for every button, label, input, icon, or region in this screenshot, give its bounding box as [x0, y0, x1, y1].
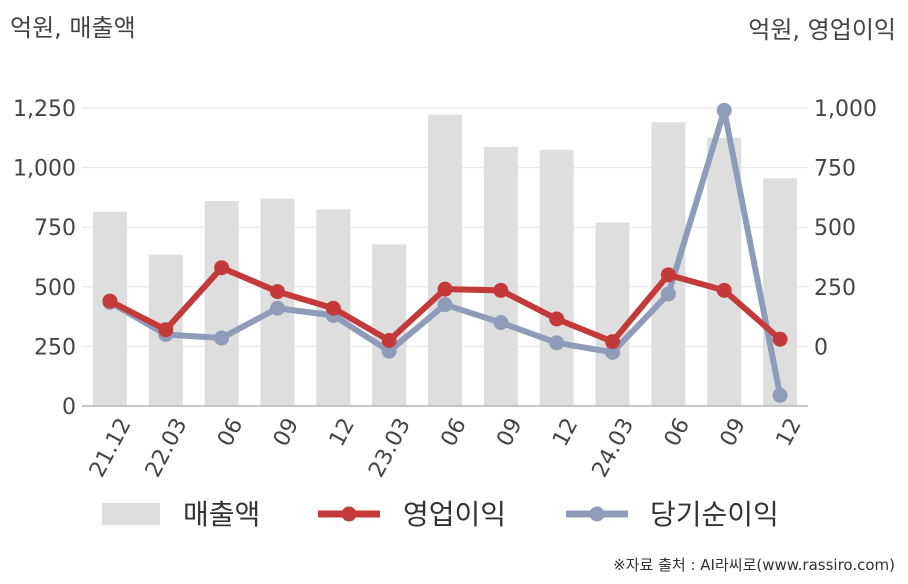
point-operating: [102, 293, 118, 309]
x-tick-label: 09: [269, 414, 304, 450]
legend-marker-operating: [341, 506, 357, 522]
x-tick-label: 06: [660, 414, 695, 450]
bar-sales: [483, 146, 518, 407]
bar-sales: [428, 114, 462, 406]
left-axis-unit: 억원, 매출액: [10, 14, 136, 42]
bar-sales: [372, 244, 407, 406]
point-net: [772, 387, 788, 403]
x-tick-label: 21.12: [85, 414, 137, 481]
point-operating: [214, 260, 230, 276]
point-net: [549, 335, 565, 351]
point-operating: [325, 300, 341, 316]
legend-label-sales: 매출액: [183, 498, 260, 531]
point-operating: [437, 281, 453, 297]
right-axis-unit: 억원, 영업이익: [748, 16, 896, 44]
point-operating: [660, 267, 676, 283]
bar-sales: [763, 178, 798, 406]
point-net: [660, 286, 676, 302]
point-net: [493, 315, 509, 331]
bar-series: [92, 114, 798, 407]
line-series: [102, 102, 788, 403]
x-tick-label: 24.03: [588, 414, 640, 481]
legend-swatch-sales: [102, 503, 160, 525]
left-tick-label: 0: [62, 395, 76, 420]
point-net: [605, 344, 621, 360]
point-operating: [158, 322, 174, 338]
source-note: ※자료 출처 : AI라씨로(www.rassiro.com): [613, 556, 895, 574]
x-tick-label: 09: [492, 414, 527, 450]
point-operating: [493, 282, 509, 298]
legend-label-operating: 영업이익: [403, 498, 506, 531]
left-tick-label: 750: [34, 216, 76, 241]
legend-marker-net: [589, 506, 605, 522]
point-net: [437, 297, 453, 313]
right-tick-label: 250: [814, 276, 856, 301]
point-net: [716, 102, 732, 118]
point-operating: [605, 334, 621, 350]
point-net: [269, 300, 285, 316]
x-tick-label: 12: [772, 414, 807, 450]
x-tick-label: 06: [213, 414, 248, 450]
left-tick-label: 500: [34, 276, 76, 301]
x-tick-label: 12: [325, 414, 360, 450]
left-tick-label: 1,250: [13, 97, 76, 122]
right-axis-ticks: 0 250 500 750 1,000: [814, 97, 877, 360]
right-tick-label: 750: [814, 157, 856, 182]
point-net: [214, 330, 230, 346]
right-tick-label: 500: [814, 216, 856, 241]
x-tick-label: 22.03: [141, 414, 193, 481]
right-tick-label: 0: [814, 335, 828, 360]
legend: 매출액 영업이익 당기순이익: [102, 498, 779, 531]
x-tick-label: 12: [548, 414, 583, 450]
x-tick-label: 09: [716, 414, 751, 450]
bar-sales: [539, 149, 574, 406]
legend-label-net: 당기순이익: [650, 498, 779, 531]
right-tick-label: 1,000: [814, 97, 877, 122]
point-operating: [549, 311, 565, 327]
point-operating: [772, 331, 788, 347]
point-operating: [716, 282, 732, 298]
point-net: [381, 343, 397, 359]
left-axis-ticks: 0 250 500 750 1,000 1,250: [13, 97, 76, 420]
bar-sales: [595, 222, 630, 406]
point-operating: [269, 284, 285, 300]
x-axis-ticks: 21.12 22.03 06 09 12 23.03 06 09 12 24.03 06 09 12: [85, 414, 807, 481]
left-tick-label: 1,000: [13, 157, 76, 182]
x-tick-label: 06: [437, 414, 472, 450]
x-tick-label: 23.03: [364, 414, 416, 481]
point-operating: [381, 332, 397, 348]
left-tick-label: 250: [34, 335, 76, 360]
bar-sales: [204, 200, 239, 406]
